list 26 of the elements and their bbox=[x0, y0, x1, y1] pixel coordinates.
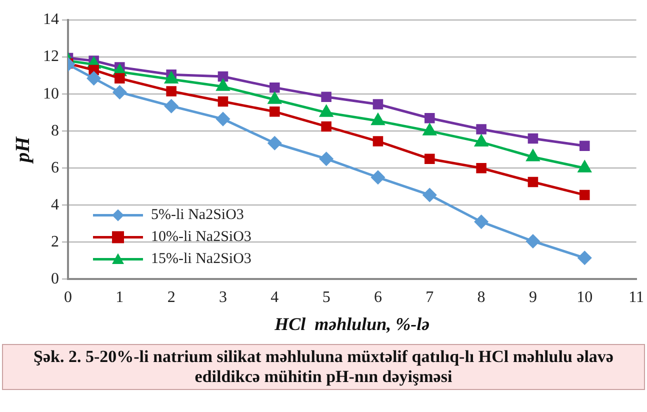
x-tick-label: 8 bbox=[477, 289, 486, 306]
y-tick-label: 6 bbox=[51, 159, 59, 176]
y-tick-label: 4 bbox=[51, 196, 59, 214]
x-tick-label: 6 bbox=[374, 289, 382, 306]
x-tick-label: 10 bbox=[576, 289, 593, 306]
legend-label: 10%-li Na2SiO3 bbox=[151, 229, 252, 246]
x-tick-label: 9 bbox=[528, 289, 537, 306]
x-tick-label: 3 bbox=[218, 289, 227, 306]
x-tick-label: 4 bbox=[270, 289, 279, 306]
x-tick-label: 7 bbox=[426, 289, 434, 306]
y-tick-label: 0 bbox=[51, 270, 59, 288]
x-tick-label: 5 bbox=[322, 289, 330, 306]
y-tick-label: 12 bbox=[43, 48, 59, 66]
y-tick-label: 2 bbox=[51, 233, 59, 250]
y-axis-title: pH bbox=[12, 135, 34, 164]
legend-label: 5%-li Na2SiO3 bbox=[151, 207, 244, 224]
text: Şək. 2. 5-20%-li natrium silikat məhluluna müxtəlif qatılıq-lı HCl məhlulu əlavə edildikcə mühitin pH-nın dəyişməsi bbox=[32, 347, 614, 387]
x-tick-label: 1 bbox=[116, 289, 124, 306]
legend-label: 15%-li Na2SiO3 bbox=[151, 251, 252, 268]
x-tick-label: 11 bbox=[628, 289, 644, 306]
x-tick-label: 2 bbox=[167, 289, 176, 306]
x-axis-title: HCl məhlulun, %-lə bbox=[274, 314, 430, 334]
y-tick-label: 14 bbox=[43, 11, 59, 28]
y-tick-label: 10 bbox=[43, 85, 59, 102]
x-tick-label: 0 bbox=[64, 289, 72, 306]
y-tick-label: 8 bbox=[51, 122, 59, 140]
